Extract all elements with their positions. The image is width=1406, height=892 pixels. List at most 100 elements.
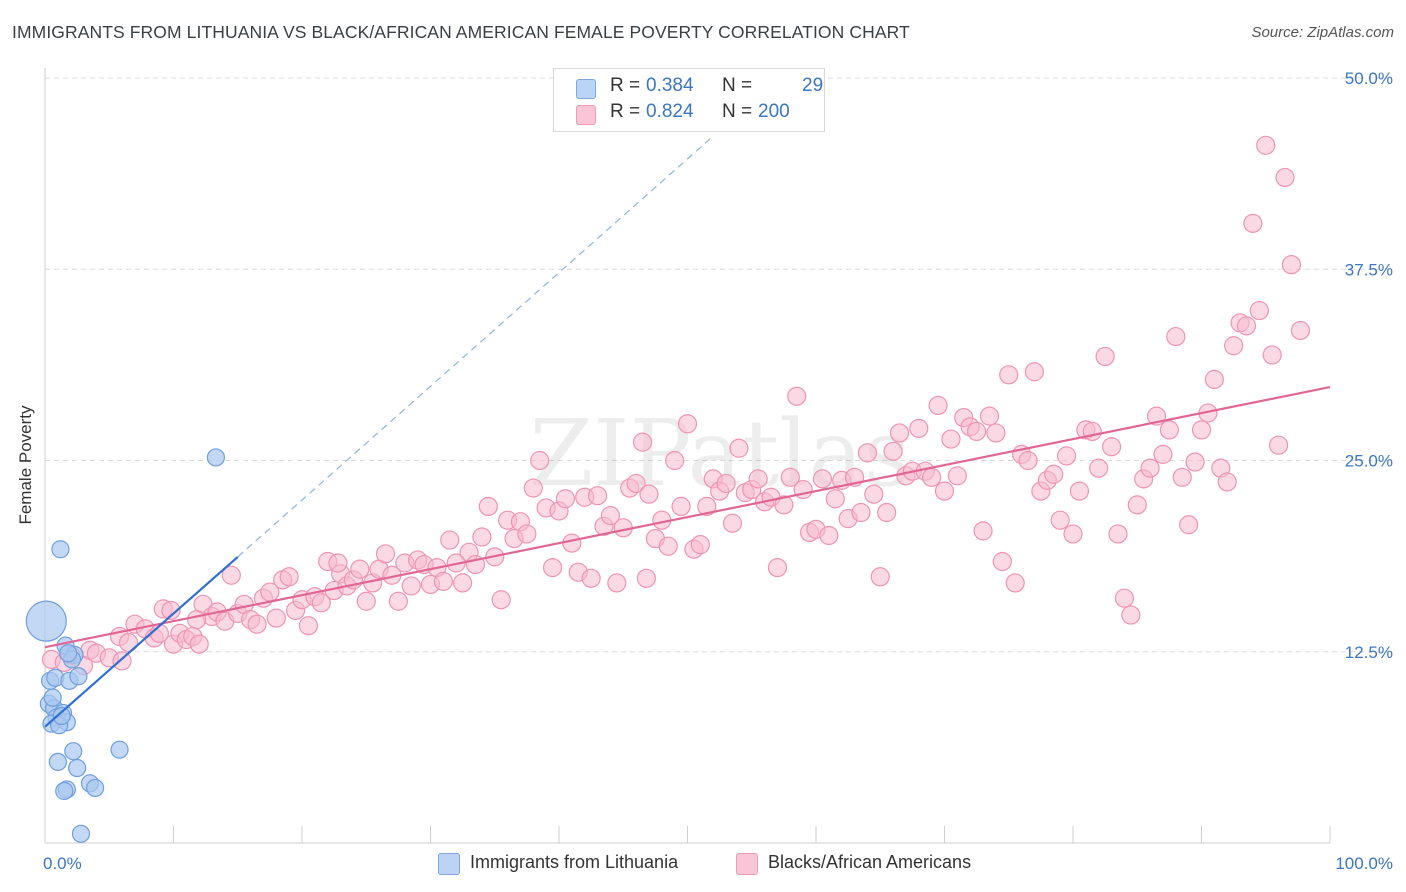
n-label: N = <box>722 101 753 122</box>
data-point <box>1249 300 1269 321</box>
data-point <box>112 651 132 671</box>
trend-line-lithuania <box>44 556 239 728</box>
data-point <box>889 423 910 443</box>
data-point <box>388 591 408 611</box>
data-point <box>632 432 653 452</box>
data-point <box>1095 346 1115 367</box>
data-point <box>979 406 1000 426</box>
data-point <box>1101 437 1122 457</box>
data-point <box>187 610 207 630</box>
data-point <box>1191 420 1212 440</box>
data-point <box>973 521 993 541</box>
data-point <box>748 469 768 489</box>
data-point <box>1256 135 1276 155</box>
data-point <box>472 527 492 547</box>
y-axis-label: Female Poverty <box>16 405 35 525</box>
grid-lines <box>45 77 1393 653</box>
data-point <box>433 571 453 591</box>
legend-swatch-pink <box>576 105 596 125</box>
x-tick-label: 0.0% <box>43 854 82 873</box>
data-point <box>1063 524 1083 544</box>
data-point <box>690 535 710 555</box>
data-point <box>1114 588 1135 608</box>
data-point <box>517 524 537 544</box>
data-point <box>1069 481 1090 501</box>
data-point <box>1185 452 1205 472</box>
r-label: R = <box>610 75 641 96</box>
data-point <box>722 513 743 533</box>
data-point <box>311 593 331 613</box>
data-point <box>1121 605 1141 625</box>
data-point <box>68 758 87 778</box>
data-point <box>812 469 833 489</box>
data-point <box>1262 345 1282 365</box>
data-point <box>453 573 473 593</box>
data-point <box>716 473 736 494</box>
data-point <box>247 614 267 634</box>
legend-label: Immigrants from Lithuania <box>470 852 679 872</box>
chart-source: Source: ZipAtlas.com <box>1251 24 1394 41</box>
data-point <box>523 478 543 498</box>
legend-label: Blacks/African Americans <box>768 852 972 872</box>
data-point <box>555 489 576 509</box>
data-point <box>677 414 698 434</box>
data-point <box>542 557 563 578</box>
data-point <box>1224 336 1244 356</box>
y-tick-label: 12.5% <box>1345 643 1393 662</box>
trend-lines <box>44 135 1331 728</box>
data-point <box>581 568 601 588</box>
data-point <box>1243 213 1263 233</box>
data-point <box>1127 495 1147 515</box>
data-point <box>787 386 807 406</box>
data-point <box>864 484 884 504</box>
data-point <box>1005 573 1025 593</box>
data-point <box>857 443 878 463</box>
series-immigrants-from-lithuania <box>25 448 226 843</box>
data-point <box>206 448 226 467</box>
data-point <box>43 688 62 707</box>
data-point <box>1050 510 1070 530</box>
data-point <box>600 505 621 526</box>
legend-swatch-blue <box>438 853 460 875</box>
data-point <box>967 421 987 442</box>
trend-line-black <box>44 385 1331 649</box>
data-point <box>1108 524 1128 544</box>
data-point <box>1024 362 1045 382</box>
r-value: 0.824 <box>646 101 694 122</box>
data-point <box>328 553 348 573</box>
n-value: 200 <box>758 101 790 122</box>
data-point <box>909 418 929 438</box>
data-point <box>883 441 903 461</box>
axes <box>44 68 1331 844</box>
data-point <box>478 496 498 516</box>
data-point <box>86 778 105 798</box>
data-point <box>780 467 800 487</box>
data-point <box>1268 435 1289 455</box>
y-tick-label: 50.0% <box>1345 69 1393 88</box>
data-point <box>1290 320 1311 341</box>
data-point <box>1281 255 1302 275</box>
data-point <box>1172 467 1192 487</box>
data-point <box>671 496 691 516</box>
data-point <box>1236 316 1257 336</box>
data-point <box>877 502 897 523</box>
data-point <box>1140 458 1160 478</box>
data-point <box>1179 515 1199 535</box>
legend-swatch-pink <box>736 853 758 875</box>
r-value: 0.384 <box>646 75 694 96</box>
data-point <box>1217 472 1237 492</box>
data-point <box>729 438 749 458</box>
y-tick-label: 37.5% <box>1345 260 1393 279</box>
chart-title: IMMIGRANTS FROM LITHUANIA VS BLACK/AFRIC… <box>12 22 910 42</box>
data-point <box>401 576 421 596</box>
data-point <box>266 608 286 628</box>
data-point <box>221 565 241 585</box>
data-point <box>356 591 376 611</box>
data-point <box>48 752 67 772</box>
data-point <box>626 473 646 494</box>
data-point <box>375 544 396 564</box>
data-point <box>1166 326 1186 347</box>
data-point <box>851 502 871 523</box>
data-point <box>825 489 845 509</box>
